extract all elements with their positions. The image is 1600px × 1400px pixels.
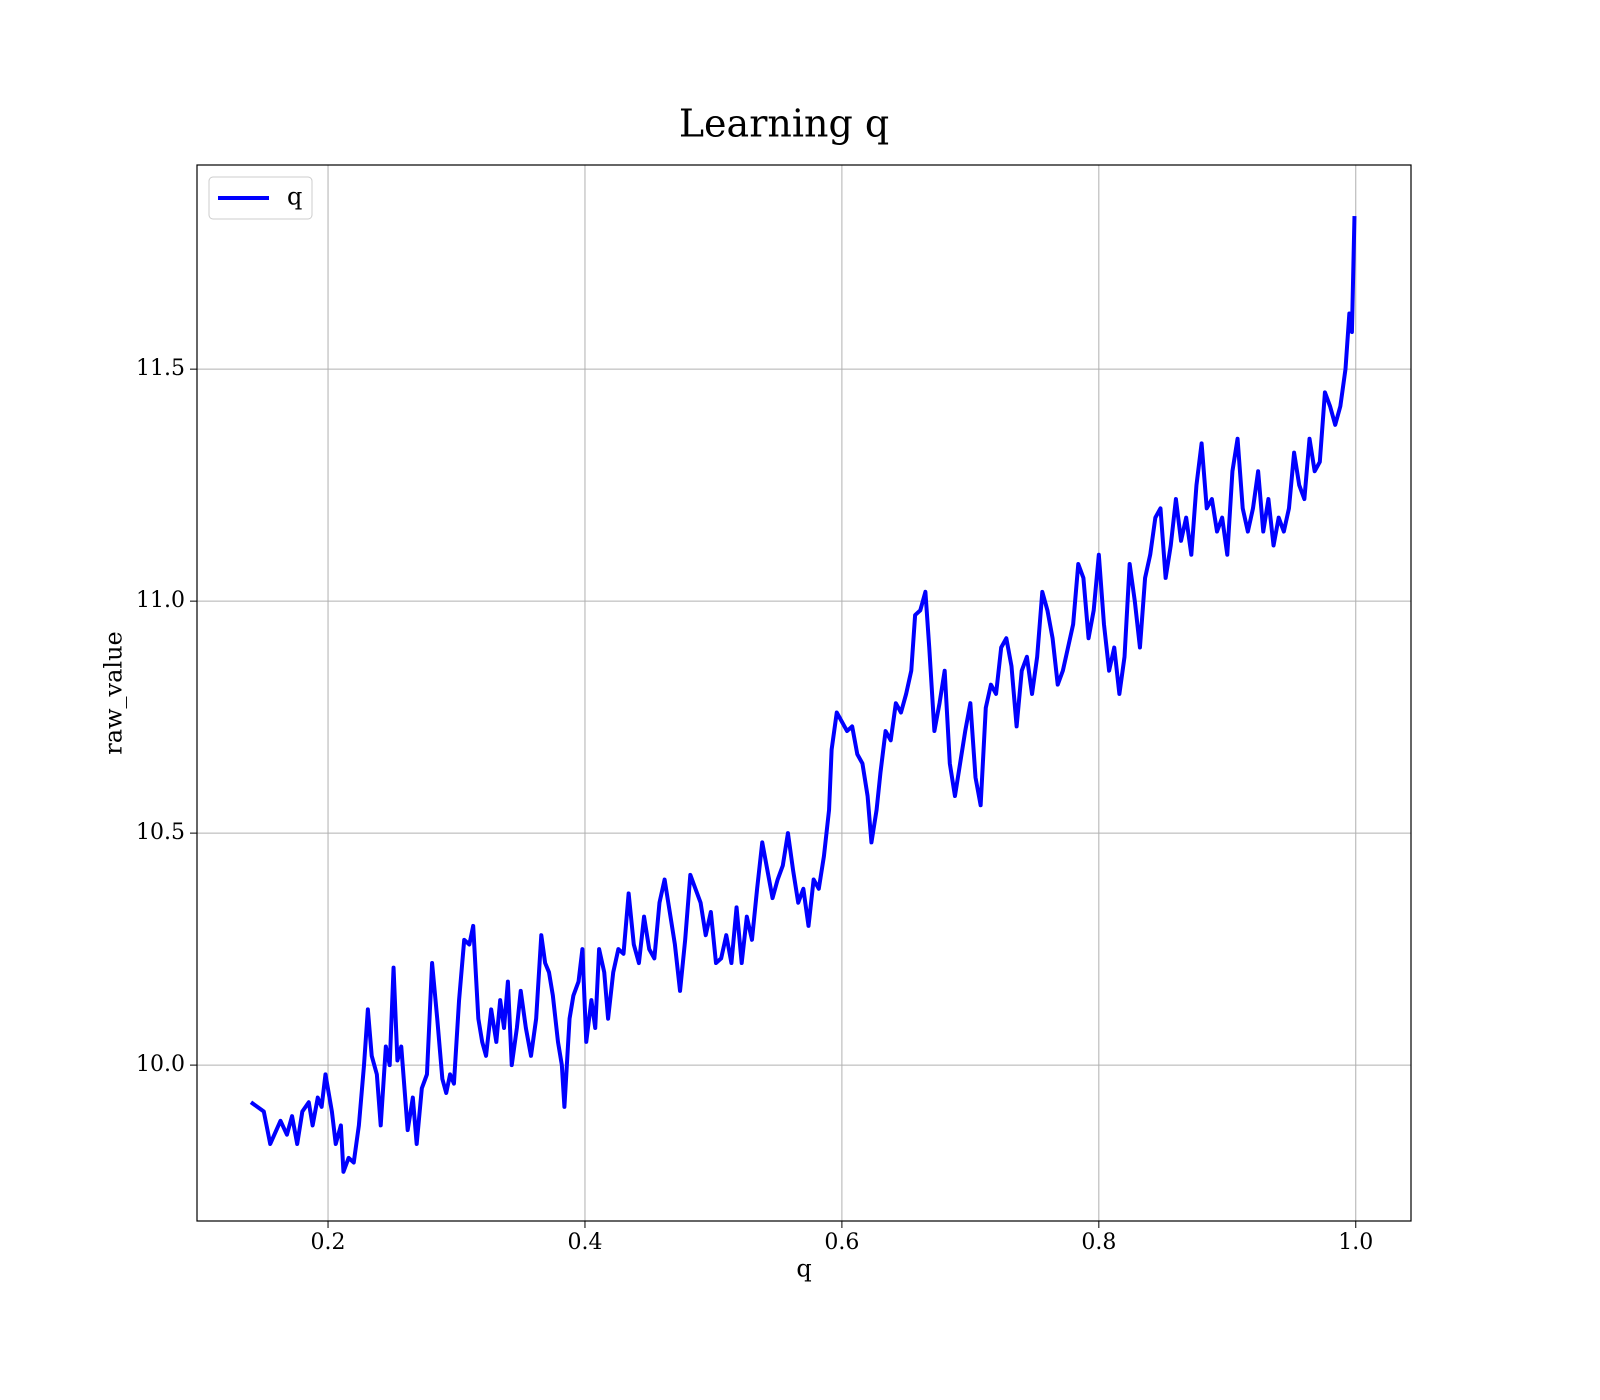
plot-frame	[196, 164, 1412, 1222]
data-line	[249, 215, 1357, 1174]
x-tick-label: 0.8	[1081, 1230, 1116, 1255]
x-axis-label: q	[796, 1255, 811, 1283]
x-tick-label: 0.2	[311, 1230, 346, 1255]
x-tick-label: 1.0	[1338, 1230, 1373, 1255]
chart-title: Learning q	[679, 102, 889, 146]
x-tick-label: 0.6	[824, 1230, 859, 1255]
y-axis-label: raw_value	[100, 631, 128, 755]
y-tick-label: 10.0	[136, 1052, 185, 1077]
x-tick-label: 0.4	[567, 1230, 602, 1255]
y-tick-label: 11.0	[136, 588, 185, 613]
y-tick-label: 10.5	[136, 820, 185, 845]
legend-label: q	[287, 183, 302, 211]
y-tick-label: 11.5	[136, 356, 185, 381]
